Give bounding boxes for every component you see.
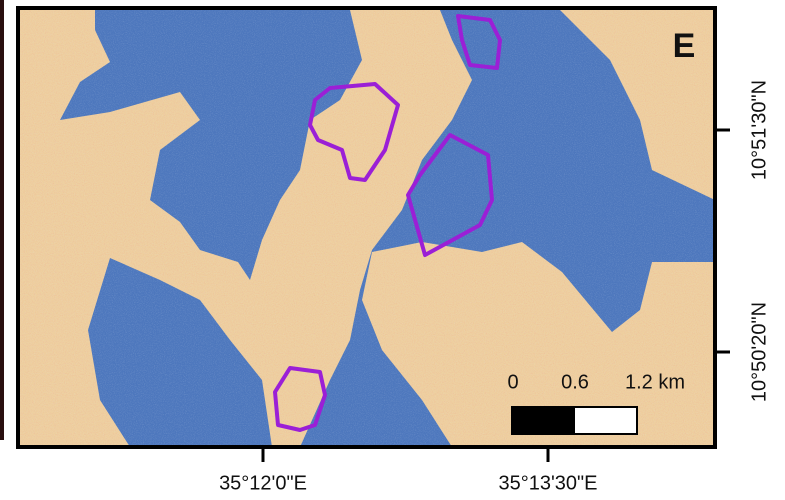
longitude-label: 35°12'0"E bbox=[219, 472, 307, 494]
latitude-label: 10°51'30"N bbox=[748, 80, 770, 180]
site-outline bbox=[406, 133, 494, 257]
panel-label: E bbox=[673, 27, 696, 65]
scale-label: 0.6 bbox=[561, 371, 589, 393]
scale-bar: 0 0.6 1.2 km bbox=[507, 371, 685, 435]
scale-label: 0 bbox=[507, 371, 518, 393]
latitude-label: 10°50'20"N bbox=[748, 302, 770, 402]
map-raster: E 0 0.6 1.2 km bbox=[18, 8, 715, 447]
site-outline bbox=[308, 82, 400, 182]
neighbor-panel-edge bbox=[0, 0, 4, 440]
water-texture bbox=[18, 8, 715, 447]
scale-segment bbox=[512, 407, 575, 434]
site-outline bbox=[456, 14, 502, 70]
scale-label: 1.2 km bbox=[625, 371, 685, 393]
study-sites bbox=[273, 14, 502, 432]
site-outline bbox=[273, 366, 327, 432]
map-frame bbox=[16, 6, 717, 449]
longitude-label: 35°13'30"E bbox=[499, 472, 598, 494]
